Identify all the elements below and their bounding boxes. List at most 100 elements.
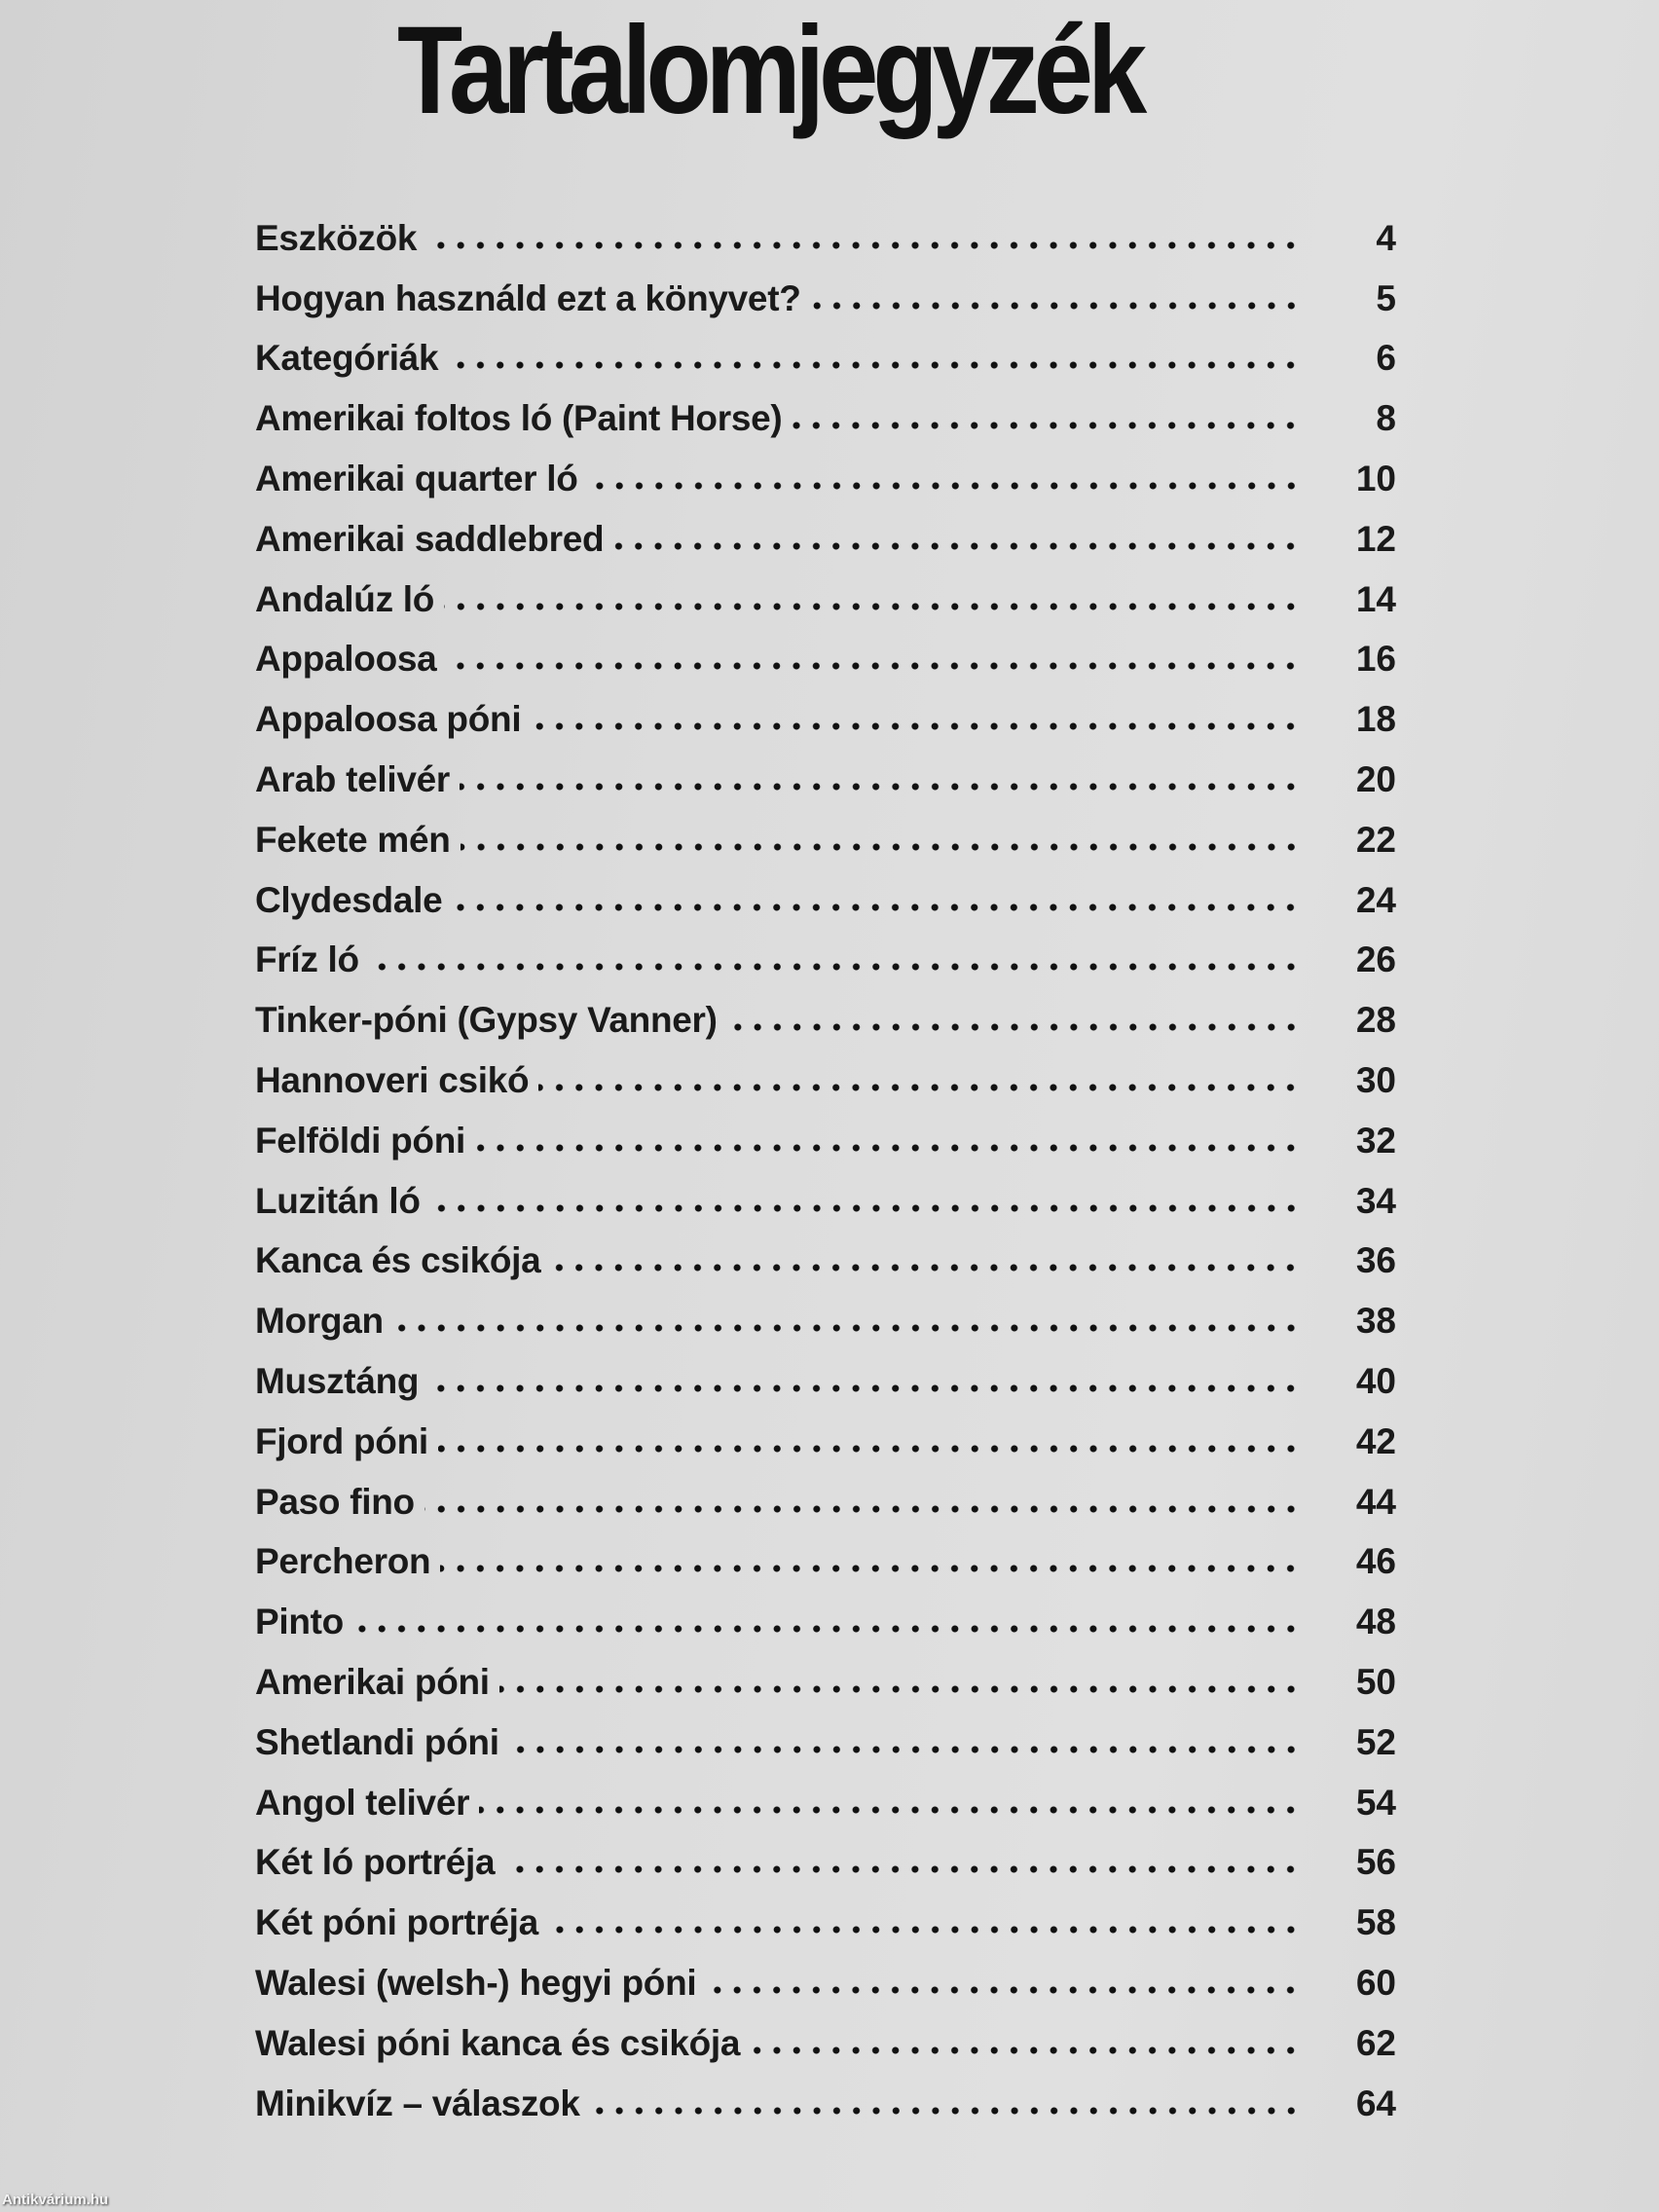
watermark: Antikvárium.hu xyxy=(2,2192,109,2208)
toc-entry: Clydesdale 24 xyxy=(255,862,1396,922)
toc-entry: Musztáng 40 xyxy=(255,1343,1396,1403)
toc-entry-label: Amerikai saddlebred xyxy=(255,518,605,559)
toc-entry: Morgan 38 xyxy=(255,1282,1396,1343)
dot-leader xyxy=(440,1564,1301,1574)
dot-leader xyxy=(446,661,1301,672)
dot-leader xyxy=(792,421,1301,431)
dot-leader xyxy=(547,1925,1301,1936)
dot-leader xyxy=(448,360,1301,371)
toc-entry-label: Amerikai póni xyxy=(255,1661,490,1702)
toc-entry-page: 50 xyxy=(1355,1661,1396,1702)
toc-entry-page: 62 xyxy=(1355,2022,1396,2063)
toc-entry-page: 58 xyxy=(1355,1902,1396,1943)
toc-entry-label: Kanca és csikója xyxy=(255,1240,541,1281)
toc-entry: Shetlandi póni 52 xyxy=(255,1704,1396,1764)
toc-entry: Eszközök 4 xyxy=(255,200,1396,260)
toc-entry-label: Angol telivér xyxy=(255,1782,470,1823)
toc-entry-page: 44 xyxy=(1355,1481,1396,1522)
toc-entry: Hannoveri csikó 30 xyxy=(255,1042,1396,1102)
dot-leader xyxy=(444,601,1301,611)
toc-entry: Amerikai saddlebred 12 xyxy=(255,500,1396,561)
toc-entry-label: Shetlandi póni xyxy=(255,1721,499,1762)
toc-entry-page: 38 xyxy=(1355,1301,1396,1342)
toc-entry-label: Paso fino xyxy=(255,1481,415,1522)
dot-leader xyxy=(452,902,1301,912)
toc-entry-label: Fekete mén xyxy=(255,819,451,860)
toc-entry-label: Amerikai quarter ló xyxy=(255,458,578,498)
dot-leader xyxy=(531,721,1301,732)
dot-leader xyxy=(368,962,1301,973)
toc-entry-page: 56 xyxy=(1355,1842,1396,1883)
toc-entry-label: Hannoveri csikó xyxy=(255,1059,530,1100)
toc-entry-label: Fjord póni xyxy=(255,1420,428,1461)
toc-entry-page: 12 xyxy=(1355,518,1396,559)
toc-entry: Paso fino 44 xyxy=(255,1463,1396,1524)
toc-entry-page: 10 xyxy=(1355,458,1396,498)
table-of-contents: Eszközök 4 Hogyan használd ezt a könyvet? 5… xyxy=(255,200,1396,2125)
dot-leader xyxy=(475,1142,1301,1153)
toc-entry: Kanca és csikója 36 xyxy=(255,1223,1396,1283)
toc-entry: Appaloosa 16 xyxy=(255,621,1396,682)
toc-entry-label: Két póni portréja xyxy=(255,1902,538,1943)
toc-entry: Két ló portréja 56 xyxy=(255,1825,1396,1885)
dot-leader xyxy=(437,1443,1301,1454)
toc-entry-page: 8 xyxy=(1376,398,1396,439)
toc-entry-page: 22 xyxy=(1355,819,1396,860)
toc-entry-page: 36 xyxy=(1355,1240,1396,1281)
dot-leader xyxy=(426,240,1301,250)
toc-entry-label: Hogyan használd ezt a könyvet? xyxy=(255,277,801,318)
toc-entry-label: Fríz ló xyxy=(255,940,359,980)
toc-entry: Fekete mén 22 xyxy=(255,801,1396,862)
dot-leader xyxy=(810,300,1301,311)
dot-leader xyxy=(538,1082,1301,1092)
toc-entry-page: 34 xyxy=(1355,1180,1396,1221)
dot-leader xyxy=(424,1503,1301,1514)
toc-entry-page: 14 xyxy=(1355,578,1396,619)
toc-entry: Amerikai foltos ló (Paint Horse) 8 xyxy=(255,380,1396,440)
toc-entry: Arab telivér 20 xyxy=(255,741,1396,801)
toc-entry-page: 46 xyxy=(1355,1541,1396,1582)
toc-entry: Tinker-póni (Gypsy Vanner) 28 xyxy=(255,981,1396,1042)
toc-entry-page: 18 xyxy=(1355,699,1396,740)
toc-entry-label: Minikvíz – válaszok xyxy=(255,2083,580,2123)
toc-entry-label: Clydesdale xyxy=(255,879,443,920)
page-title: Tartalomjegyzék xyxy=(397,1,1147,140)
toc-entry-page: 16 xyxy=(1355,639,1396,680)
toc-entry: Walesi póni kanca és csikója 62 xyxy=(255,2005,1396,2065)
toc-entry: Fjord póni 42 xyxy=(255,1403,1396,1463)
toc-entry: Fríz ló 26 xyxy=(255,922,1396,982)
toc-entry-label: Két ló portréja xyxy=(255,1842,496,1883)
dot-leader xyxy=(750,2045,1301,2055)
toc-entry-page: 32 xyxy=(1355,1120,1396,1161)
toc-entry: Két póni portréja 58 xyxy=(255,1884,1396,1944)
toc-entry: Percheron 46 xyxy=(255,1524,1396,1584)
dot-leader xyxy=(392,1323,1301,1334)
toc-entry: Walesi (welsh-) hegyi póni 60 xyxy=(255,1944,1396,2005)
toc-entry-page: 20 xyxy=(1355,758,1396,799)
dot-leader xyxy=(587,480,1301,491)
toc-entry-label: Pinto xyxy=(255,1602,344,1642)
toc-entry-page: 40 xyxy=(1355,1360,1396,1401)
toc-entry-label: Percheron xyxy=(255,1541,431,1582)
toc-entry-page: 26 xyxy=(1355,940,1396,980)
toc-entry-label: Eszközök xyxy=(255,217,418,258)
toc-entry: Kategóriák 6 xyxy=(255,320,1396,381)
toc-entry-label: Morgan xyxy=(255,1301,384,1342)
dot-leader xyxy=(429,1202,1301,1213)
toc-entry: Minikvíz – válaszok 64 xyxy=(255,2065,1396,2125)
dot-leader xyxy=(550,1263,1301,1273)
toc-entry: Appaloosa póni 18 xyxy=(255,681,1396,741)
toc-entry-label: Felföldi póni xyxy=(255,1120,466,1161)
toc-entry-page: 28 xyxy=(1355,1000,1396,1041)
toc-entry: Angol telivér 54 xyxy=(255,1764,1396,1825)
dot-leader xyxy=(460,781,1301,792)
dot-leader xyxy=(352,1624,1301,1635)
toc-entry-page: 64 xyxy=(1355,2083,1396,2123)
dot-leader xyxy=(508,1744,1301,1754)
toc-entry: Felföldi póni 32 xyxy=(255,1102,1396,1162)
toc-entry: Hogyan használd ezt a könyvet? 5 xyxy=(255,260,1396,320)
toc-entry-label: Andalúz ló xyxy=(255,578,435,619)
toc-entry-page: 30 xyxy=(1355,1059,1396,1100)
toc-entry-page: 6 xyxy=(1376,338,1396,379)
dot-leader xyxy=(706,1984,1301,1995)
